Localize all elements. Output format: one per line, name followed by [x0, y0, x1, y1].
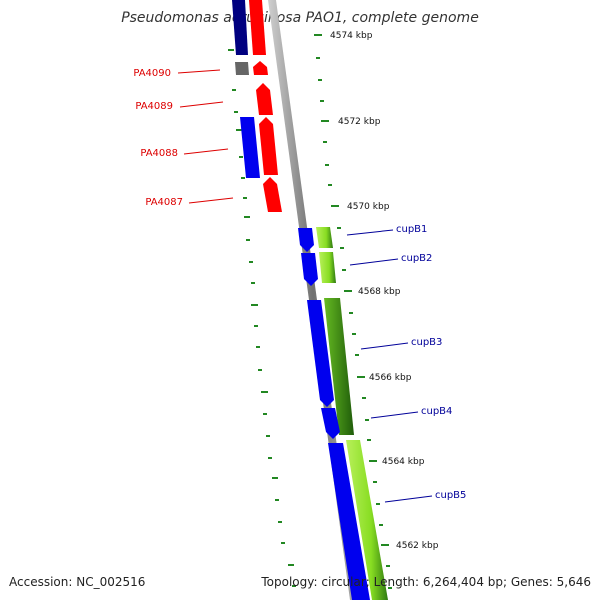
gene-feature-pa4090-gray	[235, 62, 249, 75]
tick-label-4562: 4562 kbp	[396, 541, 439, 551]
leader-line-pa4087	[188, 197, 234, 204]
inner-tick-ring	[228, 49, 296, 587]
gene-feature-cupb3	[307, 300, 334, 407]
tick-label-4572: 4572 kbp	[338, 117, 381, 127]
gene-label-pa4087: PA4087	[145, 197, 183, 208]
gene-label-pa4089: PA4089	[135, 101, 173, 112]
leader-line-pa4089	[179, 101, 224, 108]
leader-line-cupb1	[346, 229, 394, 236]
genome-title: Pseudomonas aeruginosa PAO1, complete ge…	[121, 10, 479, 26]
tick-label-4566: 4566 kbp	[369, 373, 412, 383]
gene-feature-top-red	[249, 0, 266, 55]
leader-line-pa4088	[183, 148, 229, 155]
accession-label: Accession: NC_002516	[9, 575, 146, 589]
gene-label-cupb5: cupB5	[435, 490, 466, 501]
genome-summary-label: Topology: circular; Length: 6,264,404 bp…	[261, 575, 591, 589]
gene-feature-pa4088-red	[259, 117, 278, 175]
gene-feature-cupb5	[328, 443, 370, 600]
gene-label-pa4090: PA4090	[133, 68, 171, 79]
tick-label-4568: 4568 kbp	[358, 287, 401, 297]
gene-label-cupb1: cupB1	[396, 224, 427, 235]
tick-label-4574: 4574 kbp	[330, 31, 373, 41]
leader-line-cupb5	[384, 495, 433, 503]
gene-feature-pa4088-blue	[240, 117, 260, 178]
tick-label-4570: 4570 kbp	[347, 202, 390, 212]
gene-label-pa4088: PA4088	[140, 148, 178, 159]
gene-label-cupb2: cupB2	[401, 253, 432, 264]
gene-feature-cupb4	[321, 408, 340, 439]
gc-content-track	[316, 227, 388, 600]
gene-feature-pa4087	[263, 177, 282, 212]
leader-line-cupb2	[349, 258, 399, 266]
gene-feature-cupb1	[298, 228, 314, 252]
gene-feature-pa4089	[256, 83, 273, 115]
tick-label-4564: 4564 kbp	[382, 457, 425, 467]
leader-line-cupb3	[360, 342, 409, 350]
leader-line-cupb4	[370, 411, 419, 419]
outer-tick-ring	[314, 34, 392, 589]
leader-line-pa4090	[177, 69, 221, 74]
gene-feature-top-navy	[232, 0, 248, 55]
gene-label-cupb3: cupB3	[411, 337, 442, 348]
gene-feature-pa4090	[253, 61, 268, 75]
gene-label-cupb4: cupB4	[421, 406, 452, 417]
gene-feature-cupb2	[301, 253, 318, 286]
